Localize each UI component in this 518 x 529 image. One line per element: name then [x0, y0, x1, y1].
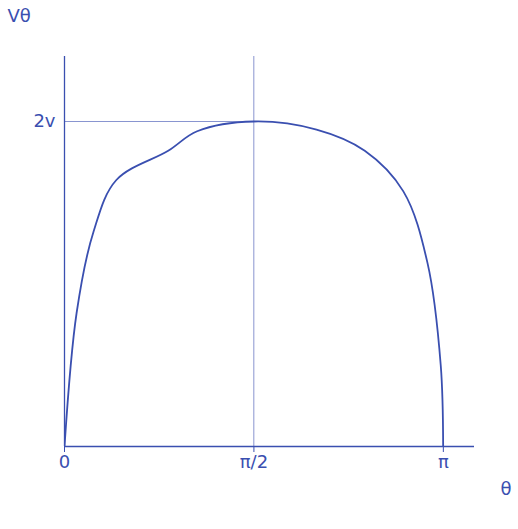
svg-text:Vθ: Vθ [8, 6, 31, 26]
svg-text:2v: 2v [33, 110, 55, 131]
svg-text:π/2: π/2 [240, 451, 268, 472]
svg-text:π: π [438, 451, 449, 472]
svg-text:θ: θ [500, 478, 511, 499]
svg-text:0: 0 [59, 451, 70, 472]
